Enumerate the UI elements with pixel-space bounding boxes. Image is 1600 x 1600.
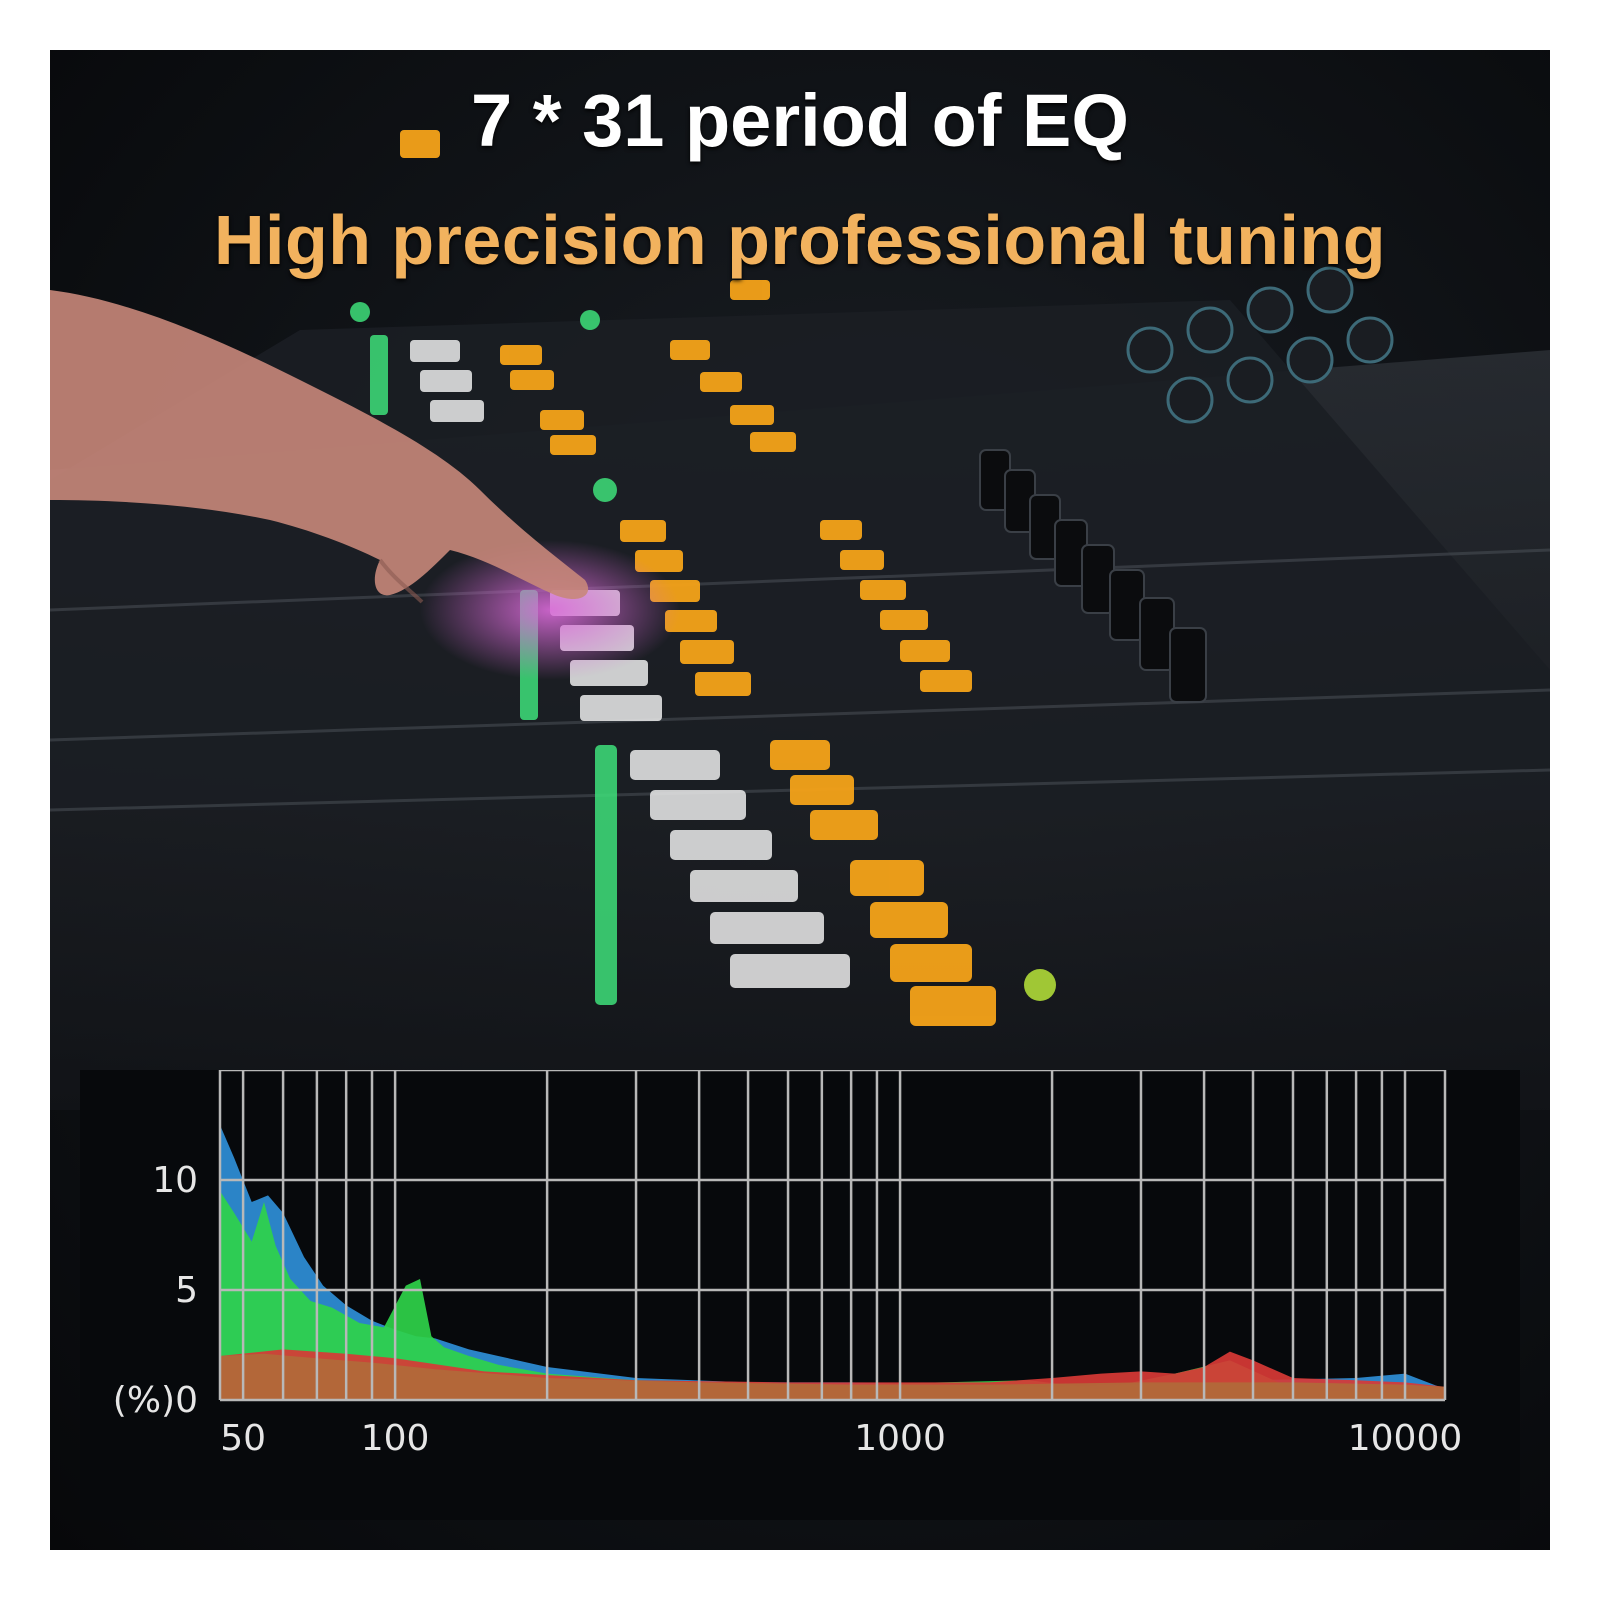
y-tick-label: 10	[152, 1160, 198, 1201]
x-tick-label: 1000	[854, 1418, 946, 1459]
x-tick-label: 10000	[1348, 1418, 1463, 1459]
series-area-4	[220, 1353, 1445, 1400]
series-areas	[220, 1125, 1445, 1400]
chart-grid	[218, 1070, 1447, 1402]
headline-subtitle: High precision professional tuning	[213, 201, 1387, 279]
x-tick-label: 100	[361, 1418, 430, 1459]
y-tick-label: (%)0	[113, 1380, 198, 1421]
y-tick-label: 5	[175, 1270, 198, 1311]
x-tick-label: 50	[220, 1418, 266, 1459]
eq-spectrum-chart: (%)0 5 10 50 100 1000 10000	[80, 1070, 1520, 1520]
x-axis-ticks: 50 100 1000 10000	[220, 1418, 1462, 1459]
mixing-console-photo	[50, 130, 1550, 1110]
chart-svg: (%)0 5 10 50 100 1000 10000	[113, 1070, 1462, 1459]
headline-title: 7 * 31 period of EQ	[471, 79, 1129, 162]
poster-frame: 7 * 31 period of EQ High precision profe…	[50, 50, 1550, 1550]
y-axis-ticks: (%)0 5 10	[113, 1160, 198, 1421]
